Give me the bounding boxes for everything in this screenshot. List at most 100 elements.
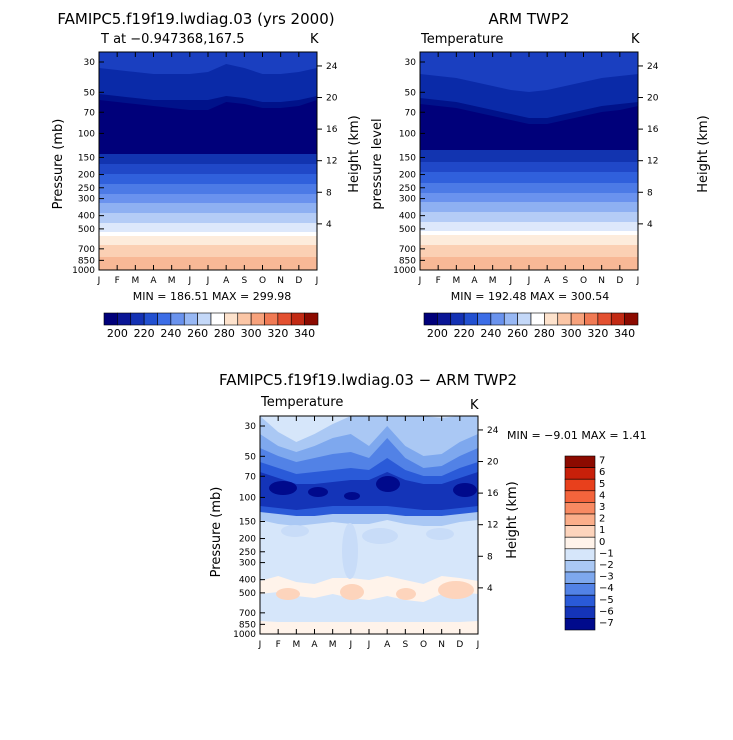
obs-colorbar: 200 220 240 260 280 300 320 340: [423, 312, 639, 340]
model-panel-subtitle: T at −0.947368,167.5: [100, 32, 245, 47]
x-tick-label: A: [150, 276, 157, 286]
obs-panel-unit: K: [631, 32, 640, 47]
x-tick-label: D: [456, 640, 463, 650]
x-tick-label: J: [206, 276, 210, 286]
height-tick-label: 16: [326, 125, 338, 135]
colorbar-label: 3: [599, 502, 605, 513]
colorbar-cell: [544, 312, 559, 326]
colorbar-cell: [224, 312, 239, 326]
colorbar-cell: [237, 312, 252, 326]
colorbar-label: 260: [507, 327, 528, 340]
pressure-tick-label: 250: [78, 184, 95, 194]
pressure-tick-label: 700: [399, 245, 416, 255]
x-tick-label: A: [471, 276, 478, 286]
colorbar-label: 280: [214, 327, 235, 340]
colorbar-cell: [564, 560, 596, 573]
colorbar-label: 2: [599, 514, 605, 525]
x-tick-label: M: [329, 640, 337, 650]
colorbar-cell: [564, 548, 596, 561]
colorbar-cell: [183, 312, 198, 326]
colorbar-cell: [463, 312, 478, 326]
pressure-tick-label: 70: [84, 108, 96, 118]
colorbar-cell: [530, 312, 545, 326]
cold-core: [269, 481, 297, 495]
pressure-tick-label: 850: [78, 256, 95, 266]
colorbar-label: −5: [599, 595, 614, 606]
height-tick-label: 20: [647, 94, 659, 104]
x-tick-label: M: [452, 276, 460, 286]
pressure-tick-label: 400: [78, 212, 95, 222]
difference-panel: J F M A M J J A S O N D J305070100150200250300400500…: [209, 371, 647, 650]
colorbar-cell: [490, 312, 505, 326]
pressure-tick-label: 150: [239, 517, 256, 527]
colorbar-cell: [304, 312, 319, 326]
colorbar-label: 4: [599, 490, 605, 501]
obs-panel-stats: MIN = 192.48 MAX = 300.54: [451, 290, 609, 303]
pressure-tick-label: 50: [245, 452, 257, 462]
x-tick-label: J: [188, 276, 192, 286]
colorbar-label: −1: [599, 548, 614, 559]
colorbar-cell: [103, 312, 118, 326]
x-tick-label: J: [418, 276, 422, 286]
pressure-tick-label: 700: [78, 245, 95, 255]
pressure-tick-label: 400: [239, 576, 256, 586]
pressure-tick-label: 30: [405, 58, 417, 68]
pressure-tick-label: 50: [84, 88, 96, 98]
height-tick-label: 16: [647, 125, 659, 135]
height-tick-label: 16: [487, 489, 499, 499]
difference-patch: [342, 523, 358, 579]
x-tick-label: F: [436, 276, 441, 286]
x-tick-label: M: [292, 640, 300, 650]
x-tick-label: J: [367, 640, 371, 650]
colorbar-label: −7: [599, 618, 614, 629]
height-tick-label: 8: [647, 188, 653, 198]
x-tick-label: A: [311, 640, 318, 650]
colorbar-cell: [264, 312, 279, 326]
height-tick-label: 8: [326, 188, 332, 198]
colorbar-label: 220: [134, 327, 155, 340]
pressure-tick-label: 300: [239, 559, 256, 569]
pressure-tick-label: 70: [245, 472, 257, 482]
cold-core: [376, 476, 400, 492]
height-tick-label: 4: [647, 220, 653, 230]
difference-patch: [281, 525, 309, 537]
colorbar-label: −2: [599, 560, 614, 571]
colorbar-cell: [210, 312, 225, 326]
x-tick-label: O: [420, 640, 427, 650]
pressure-tick-label: 30: [84, 58, 96, 68]
warm-patch: [340, 584, 364, 600]
colorbar-cell: [564, 583, 596, 596]
colorbar-label: −4: [599, 583, 614, 594]
colorbar-label: 320: [587, 327, 608, 340]
colorbar-cell: [597, 312, 612, 326]
x-tick-label: D: [295, 276, 302, 286]
x-tick-label: A: [384, 640, 391, 650]
colorbar-cell: [564, 594, 596, 608]
colorbar-label: 300: [241, 327, 262, 340]
colorbar-cell: [450, 312, 465, 326]
pressure-tick-label: 200: [239, 535, 256, 545]
height-tick-label: 24: [326, 62, 338, 72]
colorbar-cell: [610, 312, 625, 326]
height-tick-label: 12: [487, 521, 498, 531]
difference-panel-y2label: Height (km): [505, 481, 520, 558]
pressure-tick-label: 200: [399, 171, 416, 181]
x-tick-label: A: [223, 276, 230, 286]
difference-panel-unit: K: [470, 398, 479, 413]
x-tick-label: S: [562, 276, 568, 286]
pressure-tick-label: 250: [399, 184, 416, 194]
pressure-tick-label: 400: [399, 212, 416, 222]
colorbar-cell: [564, 455, 596, 468]
colorbar-label: 0: [599, 537, 605, 548]
colorbar-cell: [290, 312, 305, 326]
colorbar-label: 260: [187, 327, 208, 340]
colorbar-cell: [117, 312, 132, 326]
x-tick-label: S: [402, 640, 408, 650]
x-tick-label: J: [527, 276, 531, 286]
model-panel-title: FAMIPC5.f19f19.lwdiag.03 (yrs 2000): [57, 10, 334, 28]
warm-patch: [276, 588, 300, 600]
colorbar-cell: [423, 312, 438, 326]
pressure-tick-label: 100: [78, 129, 95, 139]
difference-panel-title: FAMIPC5.f19f19.lwdiag.03 − ARM TWP2: [219, 371, 517, 389]
